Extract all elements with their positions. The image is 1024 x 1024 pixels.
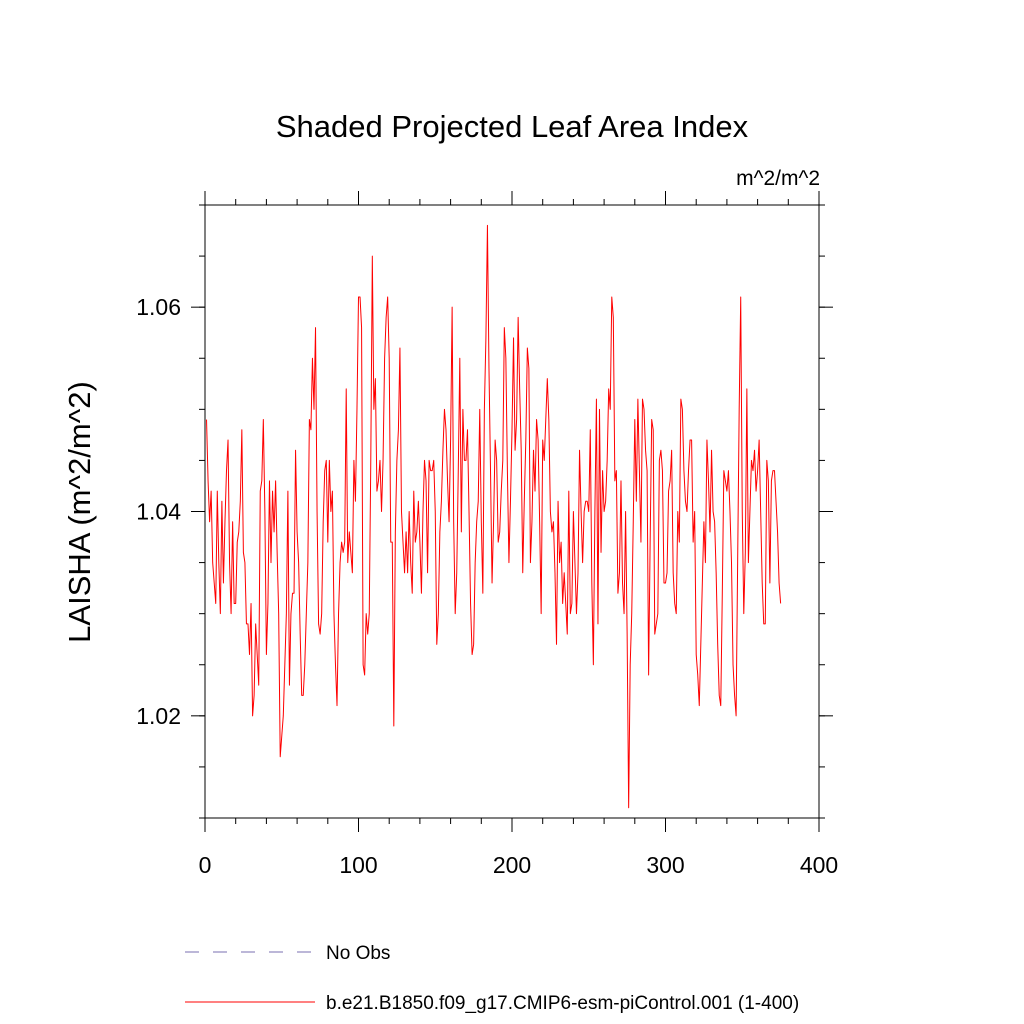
y-axis: 1.02 1.04 1.06 bbox=[136, 294, 833, 729]
x-tick-label: 0 bbox=[199, 852, 212, 878]
x-tick-label: 400 bbox=[800, 852, 838, 878]
y-tick-label: 1.06 bbox=[136, 294, 181, 320]
y-tick-label: 1.04 bbox=[136, 499, 181, 525]
x-tick-label: 200 bbox=[493, 852, 531, 878]
y-axis-label: LAISHA (m^2/m^2) bbox=[62, 381, 97, 643]
minor-ticks bbox=[199, 199, 825, 824]
legend-label-no-obs: No Obs bbox=[326, 943, 390, 964]
units-label: m^2/m^2 bbox=[736, 167, 820, 190]
x-axis: 0 100 200 300 400 bbox=[199, 191, 838, 878]
legend: No Obs b.e21.B1850.f09_g17.CMIP6-esm-piC… bbox=[185, 943, 799, 1014]
series-layer bbox=[206, 224, 782, 809]
chart-title: Shaded Projected Leaf Area Index bbox=[276, 109, 749, 144]
x-tick-label: 100 bbox=[339, 852, 377, 878]
y-tick-label: 1.02 bbox=[136, 703, 181, 729]
x-tick-label: 300 bbox=[646, 852, 684, 878]
legend-label-model: b.e21.B1850.f09_g17.CMIP6-esm-piControl.… bbox=[326, 993, 799, 1014]
series-line-model bbox=[206, 224, 782, 809]
